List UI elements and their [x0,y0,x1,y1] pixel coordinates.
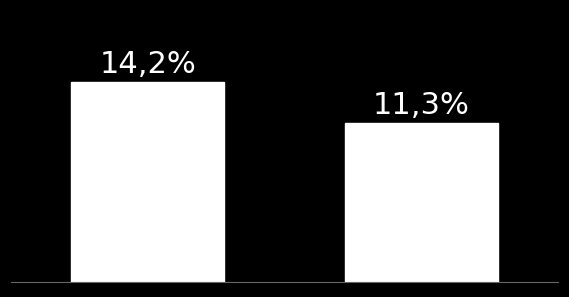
Bar [72,82,224,282]
Text: 11,3%: 11,3% [373,91,469,120]
Bar [345,123,497,282]
Text: 14,2%: 14,2% [100,50,196,79]
